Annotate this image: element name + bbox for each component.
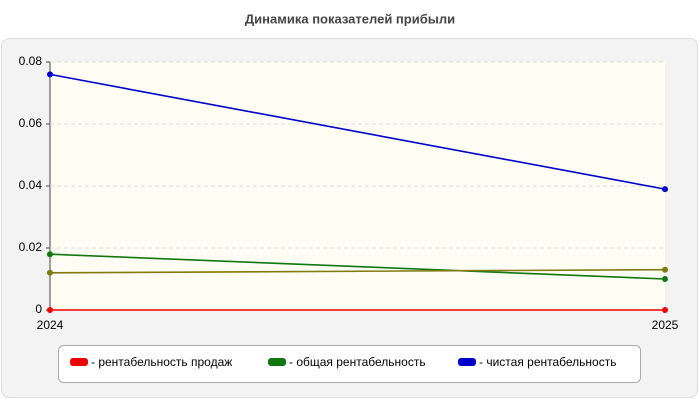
legend — [58, 345, 641, 383]
data-point — [47, 307, 53, 313]
data-point — [662, 186, 668, 193]
data-point — [662, 266, 668, 273]
series-line — [49, 253, 666, 280]
legend-label: - общая рентабельность — [289, 355, 426, 369]
x-tick-label: 2025 — [652, 318, 679, 332]
legend-label: - рентабельность продаж — [91, 355, 232, 369]
y-tick-label: 0.06 — [19, 116, 43, 130]
series-line — [49, 73, 666, 190]
legend-swatch — [268, 358, 286, 366]
x-tick-label: 2024 — [37, 318, 64, 332]
data-point — [47, 269, 53, 276]
data-point — [47, 71, 53, 78]
data-point — [662, 307, 668, 313]
data-point — [47, 251, 53, 258]
chart-title: Динамика показателей прибыли — [245, 11, 455, 26]
data-point — [662, 276, 668, 282]
y-tick-label: 0.04 — [19, 178, 43, 192]
y-tick-label: 0.08 — [19, 54, 43, 68]
legend-swatch — [70, 358, 88, 366]
legend-swatch — [458, 358, 476, 366]
y-tick-label: 0.02 — [19, 240, 43, 254]
series-line — [49, 268, 666, 274]
legend-label: - чистая рентабельность — [479, 355, 616, 369]
y-tick-label: 0 — [35, 302, 42, 316]
